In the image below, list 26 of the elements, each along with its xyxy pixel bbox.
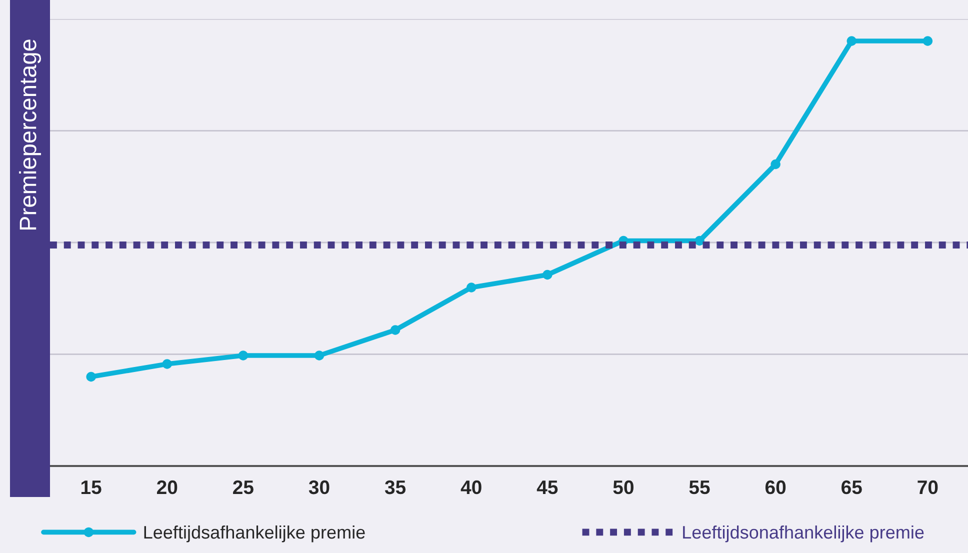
x-tick-label: 30: [308, 480, 330, 494]
point: [86, 372, 96, 382]
x-tick-label: 50: [613, 480, 634, 494]
x-tick-label: 40: [460, 480, 482, 494]
x-tick-label: 55: [689, 480, 710, 494]
x-tick-label: 60: [765, 480, 786, 494]
ref-line-label: Leeftijdsonafhankelijke premie: [683, 525, 924, 542]
point: [238, 350, 248, 360]
point: [390, 325, 400, 335]
x-tick-label: 20: [156, 480, 178, 494]
point: [162, 359, 172, 369]
point: [846, 36, 856, 46]
point: [314, 350, 324, 360]
point: [922, 36, 933, 46]
point: [466, 282, 476, 292]
point: [542, 270, 552, 280]
x-tick-label: 35: [384, 480, 406, 494]
x-tick-label: 70: [918, 480, 938, 494]
x-tick-label: 25: [233, 480, 254, 494]
x-tick-label: 65: [842, 480, 862, 494]
point: [694, 236, 704, 246]
y-axis-title: Premiepercentage: [18, 40, 42, 230]
x-tick-label: 15: [81, 480, 102, 494]
point: [770, 159, 780, 170]
legend-label: Leeftijdsafhankelijke premie: [144, 525, 365, 542]
x-tick-label: 45: [536, 480, 558, 494]
